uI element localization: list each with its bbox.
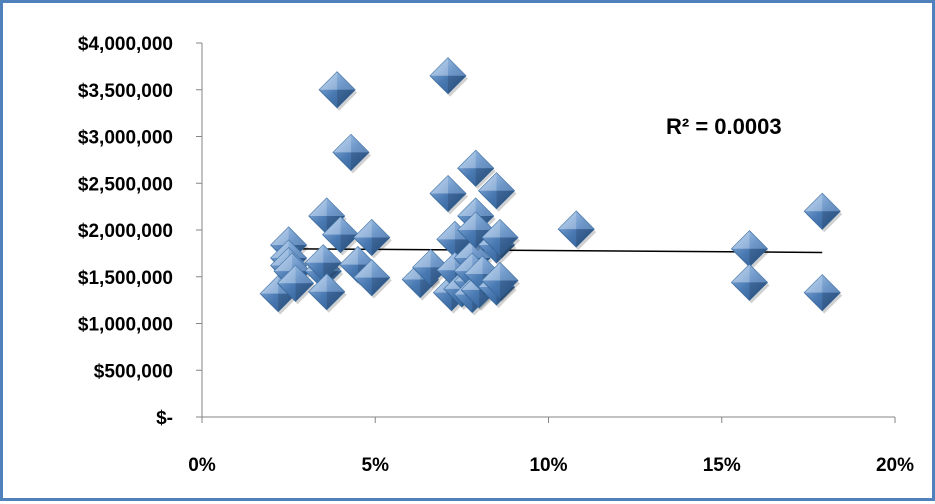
data-point — [803, 192, 843, 233]
scatter-chart: $- $500,000 $1,000,000 $1,500,000 $2,000,000… — [78, 34, 914, 476]
y-tick-label: $2,000,000 — [78, 221, 173, 242]
data-point — [557, 210, 597, 251]
y-tick-label: $1,000,000 — [78, 315, 173, 336]
y-tick-label: $3,000,000 — [78, 128, 173, 149]
data-point — [353, 259, 392, 299]
data-point — [429, 57, 469, 97]
y-tick-label: $500,000 — [94, 361, 173, 382]
data-point — [477, 172, 517, 212]
y-tick-label: $2,500,000 — [78, 174, 173, 195]
y-tick-label: $- — [156, 408, 173, 429]
data-point — [353, 218, 392, 259]
y-tick-label: $4,000,000 — [78, 34, 173, 55]
r-squared-annotation: R² = 0.0003 — [666, 114, 782, 139]
x-tick-label: 15% — [703, 455, 741, 476]
y-tick-label: $1,500,000 — [78, 268, 173, 289]
x-tick-label: 0% — [188, 455, 216, 476]
x-tick-label: 10% — [529, 455, 567, 476]
y-tick-label: $3,500,000 — [78, 81, 173, 102]
data-point — [730, 263, 770, 304]
data-point — [318, 71, 358, 111]
x-tick-label: 20% — [876, 455, 914, 476]
data-point — [304, 244, 344, 284]
data-point — [276, 264, 316, 305]
data-point — [332, 133, 371, 174]
data-points — [259, 57, 843, 316]
data-point — [481, 218, 520, 259]
tick-labels: $- $500,000 $1,000,000 $1,500,000 $2,000,000… — [78, 34, 914, 476]
data-point — [308, 273, 347, 313]
data-point — [412, 248, 451, 289]
data-point — [457, 149, 496, 190]
data-point — [481, 261, 520, 302]
data-point — [803, 274, 843, 314]
axes — [196, 42, 896, 423]
x-tick-label: 5% — [362, 455, 390, 476]
data-point — [429, 174, 469, 215]
data-point — [730, 230, 770, 270]
data-point — [322, 216, 361, 256]
